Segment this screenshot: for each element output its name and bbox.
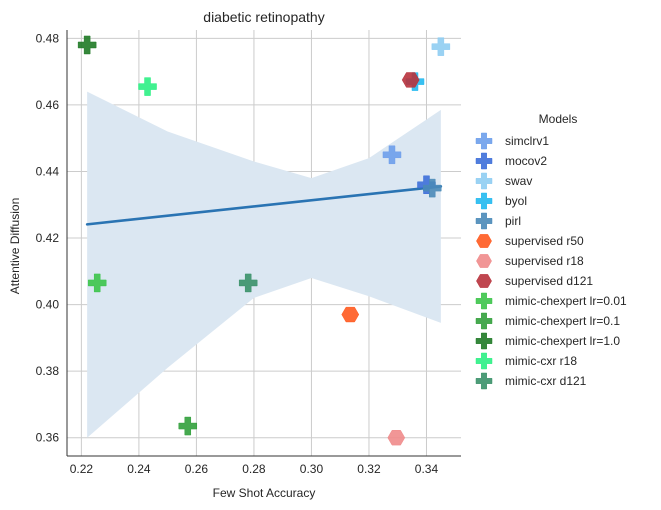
legend-label-supervised-d121: supervised d121 (505, 274, 593, 288)
y-axis-label: Attentive Diffusion (8, 198, 22, 295)
point-mimic-cxr-d121 (238, 273, 258, 293)
point-swav (431, 37, 451, 56)
legend-marker-byol (475, 192, 493, 210)
point-mimic-cxr-r18 (138, 77, 157, 96)
legend-marker-supervised-r50 (476, 234, 492, 248)
y-tick-label: 0.36 (36, 431, 60, 445)
regression-line-path (85, 185, 443, 226)
legend-label-swav: swav (505, 174, 532, 188)
legend-marker-mimic-chexpert-lr-0-01 (475, 292, 493, 310)
data-points (77, 35, 451, 446)
y-tick-label: 0.46 (36, 98, 60, 112)
y-tick-label: 0.38 (36, 364, 60, 378)
legend-label-mimic-cxr-d121: mimic-cxr d121 (505, 374, 587, 388)
legend-marker-supervised-d121 (476, 274, 492, 288)
legend-label-mimic-chexpert-lr-1-0: mimic-chexpert lr=1.0 (505, 334, 620, 348)
legend-marker-mimic-cxr-r18 (475, 352, 493, 370)
x-axis-label: Few Shot Accuracy (213, 486, 316, 500)
x-tick-label: 0.34 (415, 462, 439, 476)
legend: Models simclrv1 mocov2 swav byol pirl supervi… (475, 112, 627, 390)
point-supervised-r18 (387, 430, 406, 446)
legend-label-supervised-r50: supervised r50 (505, 234, 584, 248)
point-pirl (422, 178, 442, 198)
x-tick-label: 0.30 (300, 462, 324, 476)
legend-label-pirl: pirl (505, 214, 521, 228)
y-tick-label: 0.42 (36, 231, 60, 245)
regression-line (85, 185, 443, 226)
y-tick-label: 0.40 (36, 298, 60, 312)
legend-label-byol: byol (505, 194, 527, 208)
legend-marker-mimic-chexpert-lr-1-0 (475, 332, 493, 350)
legend-marker-mimic-cxr-d121 (475, 372, 493, 390)
legend-marker-swav (475, 172, 493, 190)
legend-marker-mimic-chexpert-lr-0-1 (475, 312, 493, 330)
legend-marker-pirl (475, 212, 493, 230)
legend-label-mocov2: mocov2 (505, 154, 547, 168)
legend-label-supervised-r18: supervised r18 (505, 254, 584, 268)
point-mimic-chexpert-lr-0-01 (87, 273, 107, 293)
legend-marker-simclrv1 (475, 132, 493, 150)
confidence-band-area (87, 91, 441, 438)
confidence-band (87, 91, 441, 438)
y-tick-label: 0.44 (36, 164, 60, 178)
chart-title: diabetic retinopathy (203, 9, 324, 25)
y-tick-label: 0.48 (36, 31, 60, 45)
x-tick-label: 0.28 (242, 462, 266, 476)
point-supervised-d121 (401, 72, 420, 88)
legend-title: Models (539, 112, 578, 126)
y-ticks: 0.36 0.38 0.40 0.42 0.44 0.46 0.48 (36, 31, 60, 444)
point-supervised-r50 (341, 306, 360, 323)
legend-marker-supervised-r18 (476, 254, 492, 268)
legend-label-simclrv1: simclrv1 (505, 134, 549, 148)
point-simclrv1 (382, 145, 402, 165)
point-mimic-chexpert-lr-0-1 (178, 416, 198, 436)
x-tick-label: 0.32 (357, 462, 381, 476)
legend-label-mimic-chexpert-lr-0-1: mimic-chexpert lr=0.1 (505, 314, 620, 328)
x-tick-label: 0.22 (70, 462, 94, 476)
legend-marker-mocov2 (475, 152, 493, 170)
point-mimic-chexpert-lr-1-0 (77, 35, 97, 55)
legend-label-mimic-chexpert-lr-0-01: mimic-chexpert lr=0.01 (505, 294, 627, 308)
x-tick-label: 0.24 (127, 462, 151, 476)
axes (66, 30, 461, 457)
x-tick-label: 0.26 (185, 462, 209, 476)
x-ticks: 0.22 0.24 0.26 0.28 0.30 0.32 0.34 (70, 462, 439, 476)
legend-label-mimic-cxr-r18: mimic-cxr r18 (505, 354, 577, 368)
